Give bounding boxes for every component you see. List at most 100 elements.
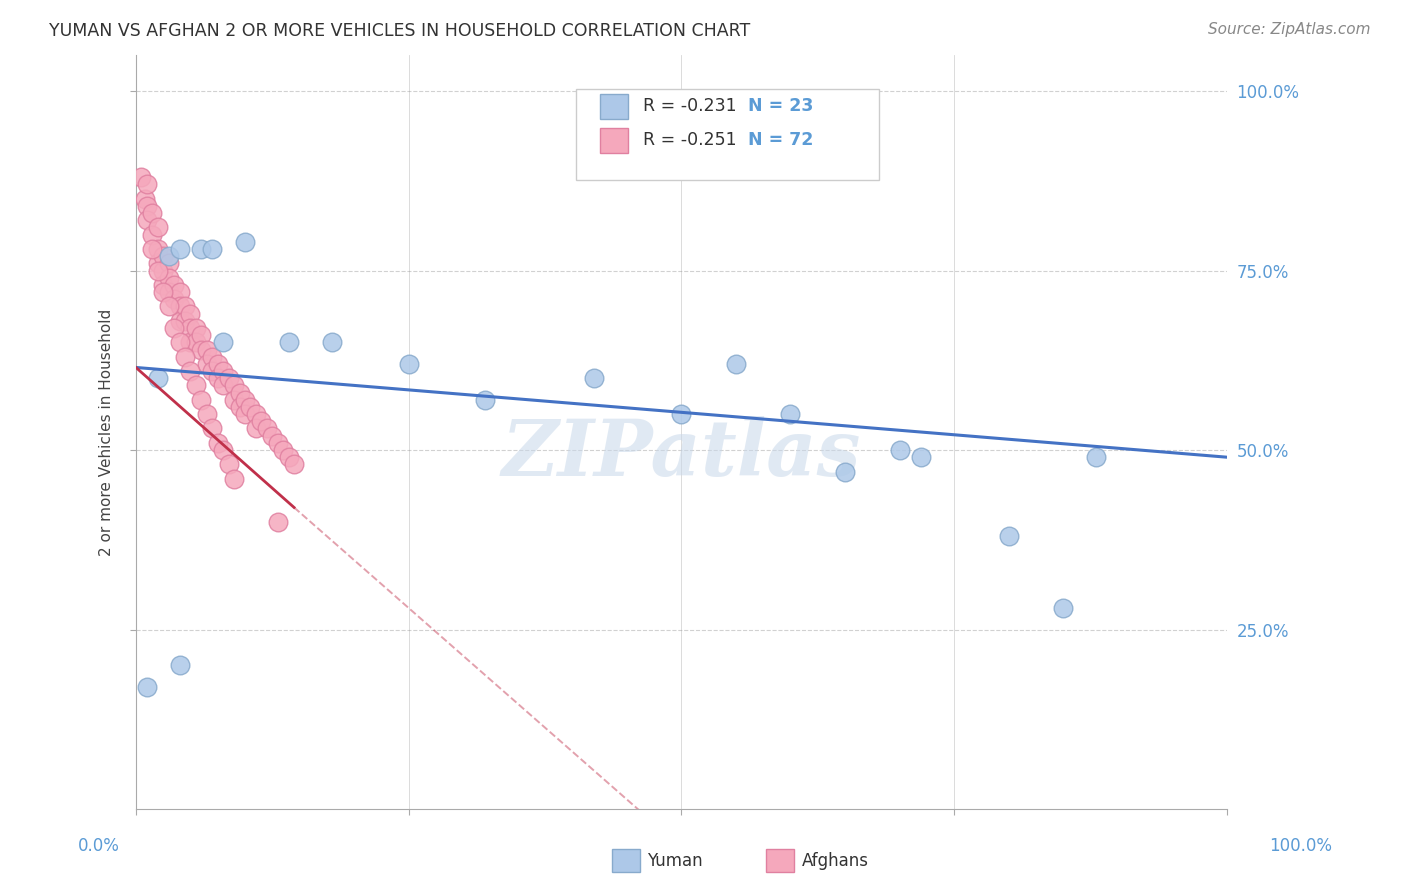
Point (233, 392, 256, 407)
Point (163, 292, 186, 306)
Y-axis label: 2 or more Vehicles in Household: 2 or more Vehicles in Household (100, 309, 114, 556)
Point (228, 385, 250, 400)
Point (207, 435, 229, 450)
Point (222, 472, 245, 486)
Point (212, 443, 235, 458)
Text: YUMAN VS AFGHAN 2 OR MORE VEHICLES IN HOUSEHOLD CORRELATION CHART: YUMAN VS AFGHAN 2 OR MORE VEHICLES IN HO… (49, 22, 751, 40)
Point (997, 529, 1019, 543)
Point (169, 285, 191, 299)
Point (190, 392, 212, 407)
Point (222, 392, 245, 407)
Point (131, 170, 153, 185)
Point (910, 450, 932, 465)
Point (179, 307, 201, 321)
Point (152, 277, 174, 292)
Point (245, 407, 267, 421)
Point (169, 300, 191, 314)
Point (174, 314, 197, 328)
Point (724, 357, 747, 371)
Point (250, 414, 273, 428)
Point (184, 378, 207, 392)
Text: R = -0.251: R = -0.251 (643, 131, 737, 149)
Point (239, 400, 262, 414)
Point (277, 335, 299, 350)
Text: N = 23: N = 23 (748, 97, 813, 115)
Point (207, 357, 229, 371)
Point (179, 321, 201, 335)
Point (141, 227, 163, 242)
Point (152, 249, 174, 263)
Point (174, 350, 197, 364)
Point (779, 407, 801, 421)
Point (157, 300, 180, 314)
Point (135, 178, 157, 192)
Point (321, 335, 343, 350)
Point (146, 263, 169, 277)
Point (277, 450, 299, 465)
Point (157, 270, 180, 285)
Point (267, 515, 290, 529)
Text: R = -0.231: R = -0.231 (643, 97, 737, 115)
Point (195, 407, 218, 421)
Point (169, 314, 191, 328)
Point (207, 371, 229, 385)
Point (245, 421, 267, 435)
Point (212, 364, 235, 378)
Point (190, 343, 212, 357)
Point (184, 321, 207, 335)
Point (135, 213, 157, 227)
Point (157, 256, 180, 270)
Point (271, 443, 294, 458)
Point (174, 300, 197, 314)
Point (146, 242, 169, 256)
Point (195, 357, 218, 371)
Point (163, 277, 186, 292)
Point (583, 371, 606, 385)
Point (152, 285, 174, 299)
Point (834, 465, 856, 479)
Point (141, 206, 163, 220)
Point (233, 235, 256, 249)
Text: Source: ZipAtlas.com: Source: ZipAtlas.com (1208, 22, 1371, 37)
Point (201, 242, 224, 256)
Point (195, 343, 218, 357)
Point (169, 242, 191, 256)
Point (152, 263, 174, 277)
Text: ZIPatlas: ZIPatlas (502, 417, 860, 493)
Point (184, 335, 207, 350)
Point (146, 371, 169, 385)
Point (179, 335, 201, 350)
Point (267, 435, 290, 450)
Point (201, 421, 224, 435)
Point (169, 335, 191, 350)
Point (398, 357, 420, 371)
Point (256, 421, 278, 435)
Point (233, 407, 256, 421)
Point (146, 256, 169, 270)
Point (218, 371, 240, 385)
Point (889, 443, 911, 458)
Point (135, 199, 157, 213)
Point (262, 428, 284, 442)
Text: N = 72: N = 72 (748, 131, 813, 149)
Text: Yuman: Yuman (647, 852, 703, 870)
Text: Afghans: Afghans (801, 852, 869, 870)
Point (201, 350, 224, 364)
Point (212, 335, 235, 350)
Point (135, 680, 157, 694)
Point (212, 378, 235, 392)
Point (169, 658, 191, 673)
Point (157, 285, 180, 299)
Point (283, 458, 305, 472)
Point (146, 220, 169, 235)
Point (1084, 450, 1107, 465)
Text: 100.0%: 100.0% (1270, 837, 1331, 855)
Point (671, 407, 693, 421)
Point (228, 400, 250, 414)
Point (163, 321, 186, 335)
Point (201, 364, 224, 378)
Point (190, 328, 212, 343)
Point (179, 364, 201, 378)
Text: 0.0%: 0.0% (77, 837, 120, 855)
Point (141, 242, 163, 256)
